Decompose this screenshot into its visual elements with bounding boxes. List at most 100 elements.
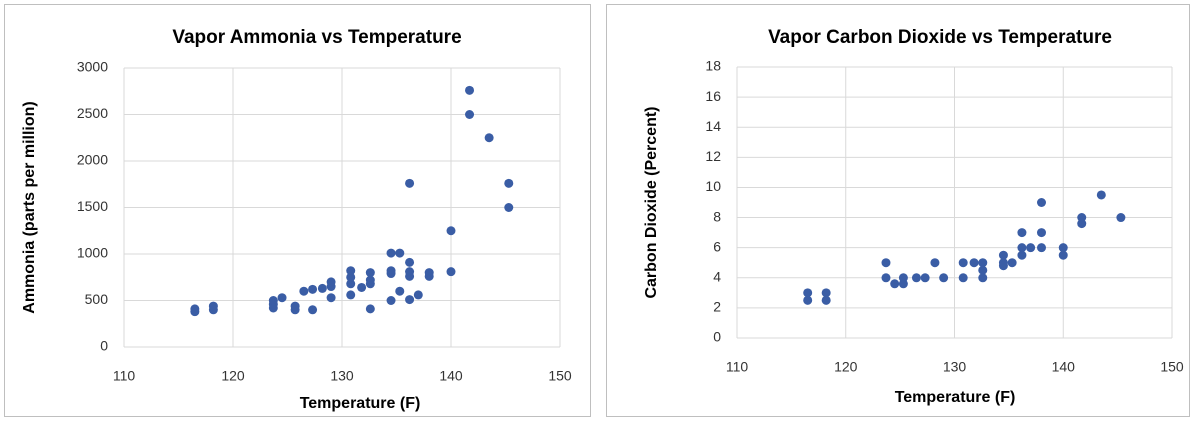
point <box>395 286 405 296</box>
point <box>290 301 300 311</box>
point <box>386 296 396 305</box>
point <box>346 279 356 289</box>
point <box>939 273 949 283</box>
point <box>930 258 940 268</box>
panel <box>4 4 591 417</box>
panel <box>606 4 1190 417</box>
x-tick-label: 110 <box>726 359 749 375</box>
y-tick-label: 12 <box>705 148 721 164</box>
point <box>1017 243 1027 253</box>
point <box>1116 213 1126 223</box>
point <box>1096 190 1106 200</box>
point <box>978 265 988 275</box>
x-tick-label: 110 <box>113 368 136 384</box>
point <box>317 283 327 293</box>
y-tick-label: 2500 <box>77 105 108 121</box>
point <box>998 261 1008 271</box>
point <box>299 286 309 296</box>
point <box>446 226 456 236</box>
point <box>1026 243 1036 253</box>
point <box>890 279 900 289</box>
x-tick-label: 130 <box>330 368 354 384</box>
point <box>326 293 336 303</box>
point <box>1037 243 1046 253</box>
point <box>484 133 494 143</box>
y-axis-label: Ammonia (parts per million) <box>21 101 38 313</box>
point <box>1077 213 1087 223</box>
point <box>190 304 200 314</box>
point <box>803 288 813 298</box>
point <box>1058 250 1068 260</box>
point <box>308 284 318 294</box>
y-tick-label: 2 <box>713 299 721 315</box>
point <box>920 273 930 283</box>
point <box>405 178 415 188</box>
point <box>446 267 456 277</box>
point <box>958 273 968 283</box>
point <box>346 272 356 282</box>
chart-title: Vapor Ammonia vs Temperature <box>172 27 461 48</box>
y-tick-label: 1500 <box>77 198 108 214</box>
point <box>803 295 813 305</box>
point <box>277 293 287 303</box>
point <box>1037 228 1046 238</box>
y-tick-label: 0 <box>713 329 721 345</box>
x-tick-label: 140 <box>1052 359 1076 375</box>
point <box>958 258 968 268</box>
point <box>978 258 988 268</box>
point <box>386 266 396 276</box>
point <box>405 267 415 277</box>
x-axis-label: Temperature (F) <box>895 389 1016 406</box>
point <box>326 277 336 287</box>
point <box>1058 243 1068 253</box>
x-axis-label: Temperature (F) <box>300 395 421 412</box>
point <box>504 178 514 188</box>
point <box>969 258 979 268</box>
point <box>365 275 375 285</box>
x-tick-label: 150 <box>548 368 572 384</box>
y-tick-label: 500 <box>85 291 109 307</box>
point <box>308 305 318 315</box>
point <box>911 273 921 283</box>
point <box>268 296 278 305</box>
point <box>395 248 405 258</box>
point <box>346 266 356 276</box>
x-tick-label: 120 <box>221 368 245 384</box>
y-tick-label: 1000 <box>77 245 108 261</box>
point <box>1007 258 1017 268</box>
y-tick-label: 10 <box>705 178 721 194</box>
point <box>821 288 831 298</box>
point <box>346 290 356 300</box>
x-tick-label: 120 <box>834 359 858 375</box>
y-tick-label: 2000 <box>77 152 108 168</box>
point <box>465 85 475 95</box>
x-tick-label: 150 <box>1160 359 1184 375</box>
point <box>465 110 475 119</box>
y-tick-label: 6 <box>713 238 721 254</box>
point <box>365 268 375 278</box>
y-tick-label: 18 <box>705 58 721 74</box>
y-tick-label: 14 <box>705 118 721 134</box>
point <box>898 273 908 283</box>
y-tick-label: 16 <box>705 88 721 104</box>
point <box>365 304 375 314</box>
point <box>1017 228 1027 238</box>
y-axis-label: Carbon Dioxide (Percent) <box>643 106 660 298</box>
y-tick-label: 3000 <box>77 59 108 75</box>
y-tick-label: 0 <box>100 338 108 354</box>
point <box>413 290 423 300</box>
x-tick-label: 140 <box>439 368 463 384</box>
point <box>504 203 514 212</box>
point <box>208 301 218 311</box>
point <box>998 250 1008 260</box>
point <box>357 282 367 292</box>
point <box>1017 250 1027 260</box>
chart-title: Vapor Carbon Dioxide vs Temperature <box>768 27 1112 48</box>
point <box>978 273 988 283</box>
y-tick-label: 4 <box>713 268 721 284</box>
point <box>405 295 415 305</box>
point <box>881 258 891 268</box>
point <box>386 248 396 258</box>
point <box>821 295 831 305</box>
